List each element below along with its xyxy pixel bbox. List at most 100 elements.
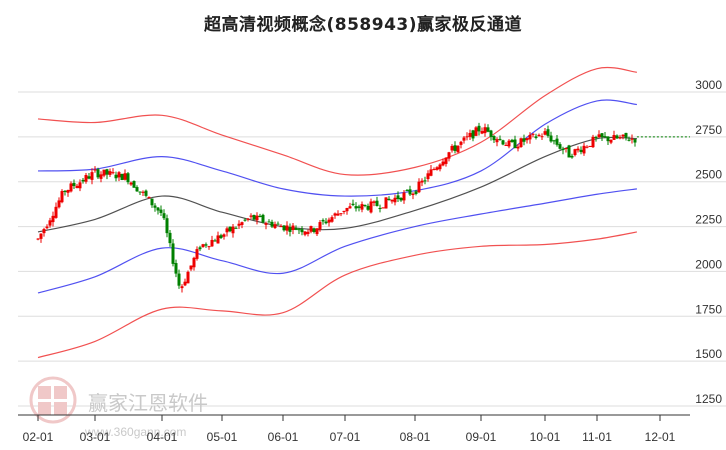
candle-down xyxy=(453,145,457,151)
candle-up xyxy=(345,207,349,212)
candle-down xyxy=(288,227,292,232)
candle-up xyxy=(360,204,364,210)
candle-down xyxy=(351,203,355,206)
candle-up xyxy=(432,169,436,171)
candle-up xyxy=(393,197,397,203)
candle-down xyxy=(294,228,298,230)
candle-down xyxy=(387,198,391,201)
candle-down xyxy=(219,235,223,239)
candle-up xyxy=(456,145,460,153)
candle-up xyxy=(480,131,484,134)
candle-down xyxy=(627,139,631,141)
candle-up xyxy=(588,145,592,147)
candle-down xyxy=(228,226,232,232)
candle-up xyxy=(327,219,331,223)
candle-down xyxy=(498,138,502,140)
candle-up xyxy=(99,174,103,179)
candle-up xyxy=(90,172,94,180)
candle-up xyxy=(573,149,577,156)
candle-up xyxy=(303,231,307,235)
candle-up xyxy=(273,224,277,229)
candle-down xyxy=(252,214,256,220)
candle-up xyxy=(318,222,322,230)
candle-up xyxy=(222,234,226,237)
y-tick-label: 1500 xyxy=(695,347,722,361)
candle-down xyxy=(156,207,160,211)
upper-outer-band-line xyxy=(37,66,637,176)
y-tick-label: 1750 xyxy=(695,302,722,316)
candle-down xyxy=(522,138,526,142)
candle-up xyxy=(45,226,49,229)
candle-up xyxy=(75,185,79,188)
candle-down xyxy=(513,139,517,149)
candle-up xyxy=(516,146,520,149)
candle-down xyxy=(324,221,328,224)
candle-up xyxy=(420,180,424,183)
candle-up xyxy=(348,206,352,209)
candle-up xyxy=(582,145,586,154)
candle-up xyxy=(504,144,508,146)
candle-down xyxy=(234,227,238,229)
y-tick-label: 3000 xyxy=(695,78,722,92)
candle-up xyxy=(441,161,445,166)
candle-up xyxy=(285,225,289,231)
watermark-brand: 赢家江恩软件 xyxy=(88,391,208,415)
candle-up xyxy=(117,172,121,178)
candle-down xyxy=(132,181,136,188)
candle-up xyxy=(597,134,601,138)
candle-up xyxy=(216,235,220,244)
candle-up xyxy=(630,138,634,140)
y-tick-label: 2500 xyxy=(695,168,722,182)
candle-down xyxy=(81,179,85,182)
chart-title: 超高清视频概念(858943)赢家极反通道 xyxy=(203,15,522,35)
candle-up xyxy=(141,191,145,193)
candle-down xyxy=(300,229,304,233)
candle-up xyxy=(465,136,469,138)
candle-down xyxy=(138,191,142,193)
candle-down xyxy=(96,169,100,178)
candle-down xyxy=(555,138,559,145)
candle-down xyxy=(501,140,505,145)
candle-down xyxy=(321,219,325,222)
candle-up xyxy=(336,213,340,216)
candle-up xyxy=(57,200,61,208)
candle-up xyxy=(459,141,463,145)
candle-up xyxy=(474,127,478,136)
candle-up xyxy=(543,131,547,135)
candle-down xyxy=(471,130,475,139)
x-tick-label: 04-01 xyxy=(147,430,178,444)
candle-down xyxy=(423,180,427,182)
candle-up xyxy=(93,169,97,171)
candle-down xyxy=(126,173,130,183)
candle-down xyxy=(354,206,358,209)
candle-up xyxy=(39,233,43,239)
candle-down xyxy=(396,195,400,199)
candle-up xyxy=(255,215,259,221)
candle-down xyxy=(549,135,553,142)
candle-up xyxy=(450,145,454,151)
y-tick-label: 2000 xyxy=(695,257,722,271)
candle-down xyxy=(282,225,286,231)
candle-down xyxy=(477,125,481,132)
candle-down xyxy=(414,191,418,194)
candle-up xyxy=(129,182,133,185)
candle-up xyxy=(576,148,580,151)
candle-up xyxy=(369,201,373,213)
candle-down xyxy=(174,263,178,274)
candle-down xyxy=(135,187,139,192)
candle-down xyxy=(615,135,619,139)
candle-up xyxy=(384,197,388,209)
candle-down xyxy=(153,205,157,208)
candle-up xyxy=(69,183,73,192)
candle-up xyxy=(42,229,46,234)
candle-up xyxy=(525,138,529,141)
candle-up xyxy=(612,135,616,140)
x-tick-label: 11-01 xyxy=(582,430,612,444)
candle-up xyxy=(264,223,268,225)
candle-down xyxy=(534,136,538,138)
candle-up xyxy=(210,239,214,247)
candle-up xyxy=(108,171,112,175)
candle-down xyxy=(378,208,382,210)
candle-up xyxy=(78,182,82,189)
